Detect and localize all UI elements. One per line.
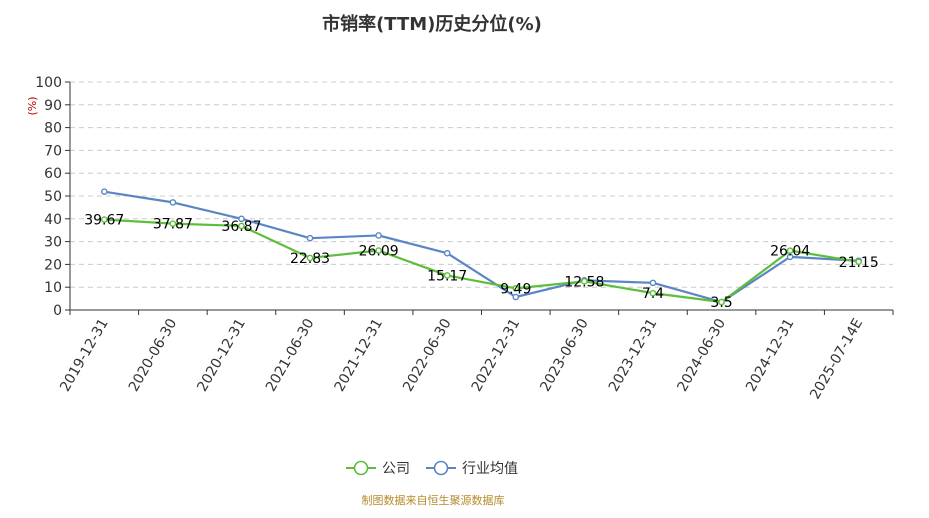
data-label: 15.17 bbox=[427, 268, 467, 284]
x-tick-label: 2023-06-30 bbox=[537, 316, 592, 394]
data-label: 37.87 bbox=[153, 217, 193, 233]
series-point-0[interactable] bbox=[238, 222, 245, 230]
x-tick-label: 2024-06-30 bbox=[674, 316, 729, 394]
gridlines bbox=[70, 81, 893, 288]
series-point-1[interactable] bbox=[443, 249, 451, 257]
x-tick-label: 2021-12-31 bbox=[332, 316, 387, 394]
x-tick-label: 2024-12-31 bbox=[743, 316, 798, 394]
x-tick-label: 2019-12-31 bbox=[57, 316, 112, 394]
series-point-0[interactable] bbox=[443, 272, 451, 279]
series-point-1[interactable] bbox=[512, 293, 520, 301]
y-tick-label: 50 bbox=[44, 189, 62, 205]
series-point-1[interactable] bbox=[306, 234, 314, 242]
legend-label[interactable]: 行业均值 bbox=[462, 461, 518, 477]
y-tick-label: 60 bbox=[44, 166, 62, 182]
y-tick-label: 90 bbox=[44, 98, 62, 114]
series-point-1[interactable] bbox=[786, 253, 794, 261]
legend-marker-icon[interactable] bbox=[353, 460, 369, 476]
x-tick-label: 2020-12-31 bbox=[194, 316, 249, 394]
axes bbox=[65, 81, 894, 315]
data-label: 36.87 bbox=[221, 219, 261, 235]
x-axis-ticks: 2019-12-31 2020-06-30 2020-12-31 2021-06-30… bbox=[57, 316, 866, 402]
series-point-0[interactable] bbox=[375, 247, 382, 254]
data-label: 21.15 bbox=[839, 255, 879, 271]
legend-marker-icon[interactable] bbox=[433, 460, 449, 476]
series-point-0[interactable] bbox=[512, 285, 520, 292]
chart-title: 市销率(TTM)历史分位(%) bbox=[322, 13, 542, 35]
series-point-1[interactable] bbox=[238, 215, 245, 223]
series-point-0[interactable] bbox=[306, 254, 314, 262]
y-tick-label: 100 bbox=[35, 75, 62, 91]
data-labels: 39.67 37.87 36.87 22.83 26.09 15.17 9.49 12.58 7… bbox=[84, 213, 879, 311]
x-tick-label: 2025-07-14E bbox=[807, 316, 866, 402]
y-tick-label: 70 bbox=[44, 143, 62, 159]
legend-label[interactable]: 公司 bbox=[382, 461, 410, 477]
series-point-1[interactable] bbox=[375, 232, 382, 239]
data-label: 9.49 bbox=[500, 281, 531, 297]
series-point-1[interactable] bbox=[100, 188, 108, 195]
x-tick-label: 2022-12-31 bbox=[469, 316, 524, 394]
series-line-0 bbox=[104, 218, 859, 304]
data-label: 26.04 bbox=[770, 244, 810, 260]
series-point-0[interactable] bbox=[786, 247, 794, 254]
x-tick-label: 2021-06-30 bbox=[263, 316, 318, 394]
x-tick-label: 2022-06-30 bbox=[400, 316, 455, 394]
series-point-1[interactable] bbox=[169, 199, 177, 206]
y-tick-label: 80 bbox=[44, 121, 62, 137]
y-tick-label: 30 bbox=[44, 235, 62, 251]
x-tick-label: 2023-12-31 bbox=[606, 316, 661, 394]
data-label: 22.83 bbox=[290, 251, 330, 267]
series-layer bbox=[100, 188, 863, 306]
y-tick-label: 10 bbox=[44, 280, 62, 296]
y-tick-label: 0 bbox=[53, 303, 62, 319]
y-axis-ticks: 0 10 20 30 40 50 60 70 80 90 100 bbox=[35, 75, 62, 319]
data-label: 12.58 bbox=[564, 274, 604, 290]
legend[interactable]: 公司 行业均值 bbox=[346, 460, 518, 477]
data-label: 3.5 bbox=[710, 295, 732, 311]
series-line-1 bbox=[104, 190, 859, 304]
y-tick-label: 40 bbox=[44, 212, 62, 228]
source-note: 制图数据来自恒生聚源数据库 bbox=[362, 493, 505, 507]
x-tick-label: 2020-06-30 bbox=[126, 316, 181, 394]
y-tick-label: 20 bbox=[44, 257, 62, 273]
series-point-0[interactable] bbox=[718, 298, 725, 306]
series-point-0[interactable] bbox=[100, 216, 108, 223]
series-point-0[interactable] bbox=[169, 220, 177, 227]
data-label: 26.09 bbox=[359, 244, 399, 260]
data-label: 39.67 bbox=[84, 213, 124, 229]
series-point-0[interactable] bbox=[581, 278, 588, 285]
series-point-0[interactable] bbox=[855, 258, 863, 266]
series-point-1[interactable] bbox=[649, 279, 657, 287]
data-label: 7.4 bbox=[642, 286, 664, 302]
y-axis-label: (%) bbox=[26, 96, 39, 115]
series-point-0[interactable] bbox=[649, 289, 657, 297]
